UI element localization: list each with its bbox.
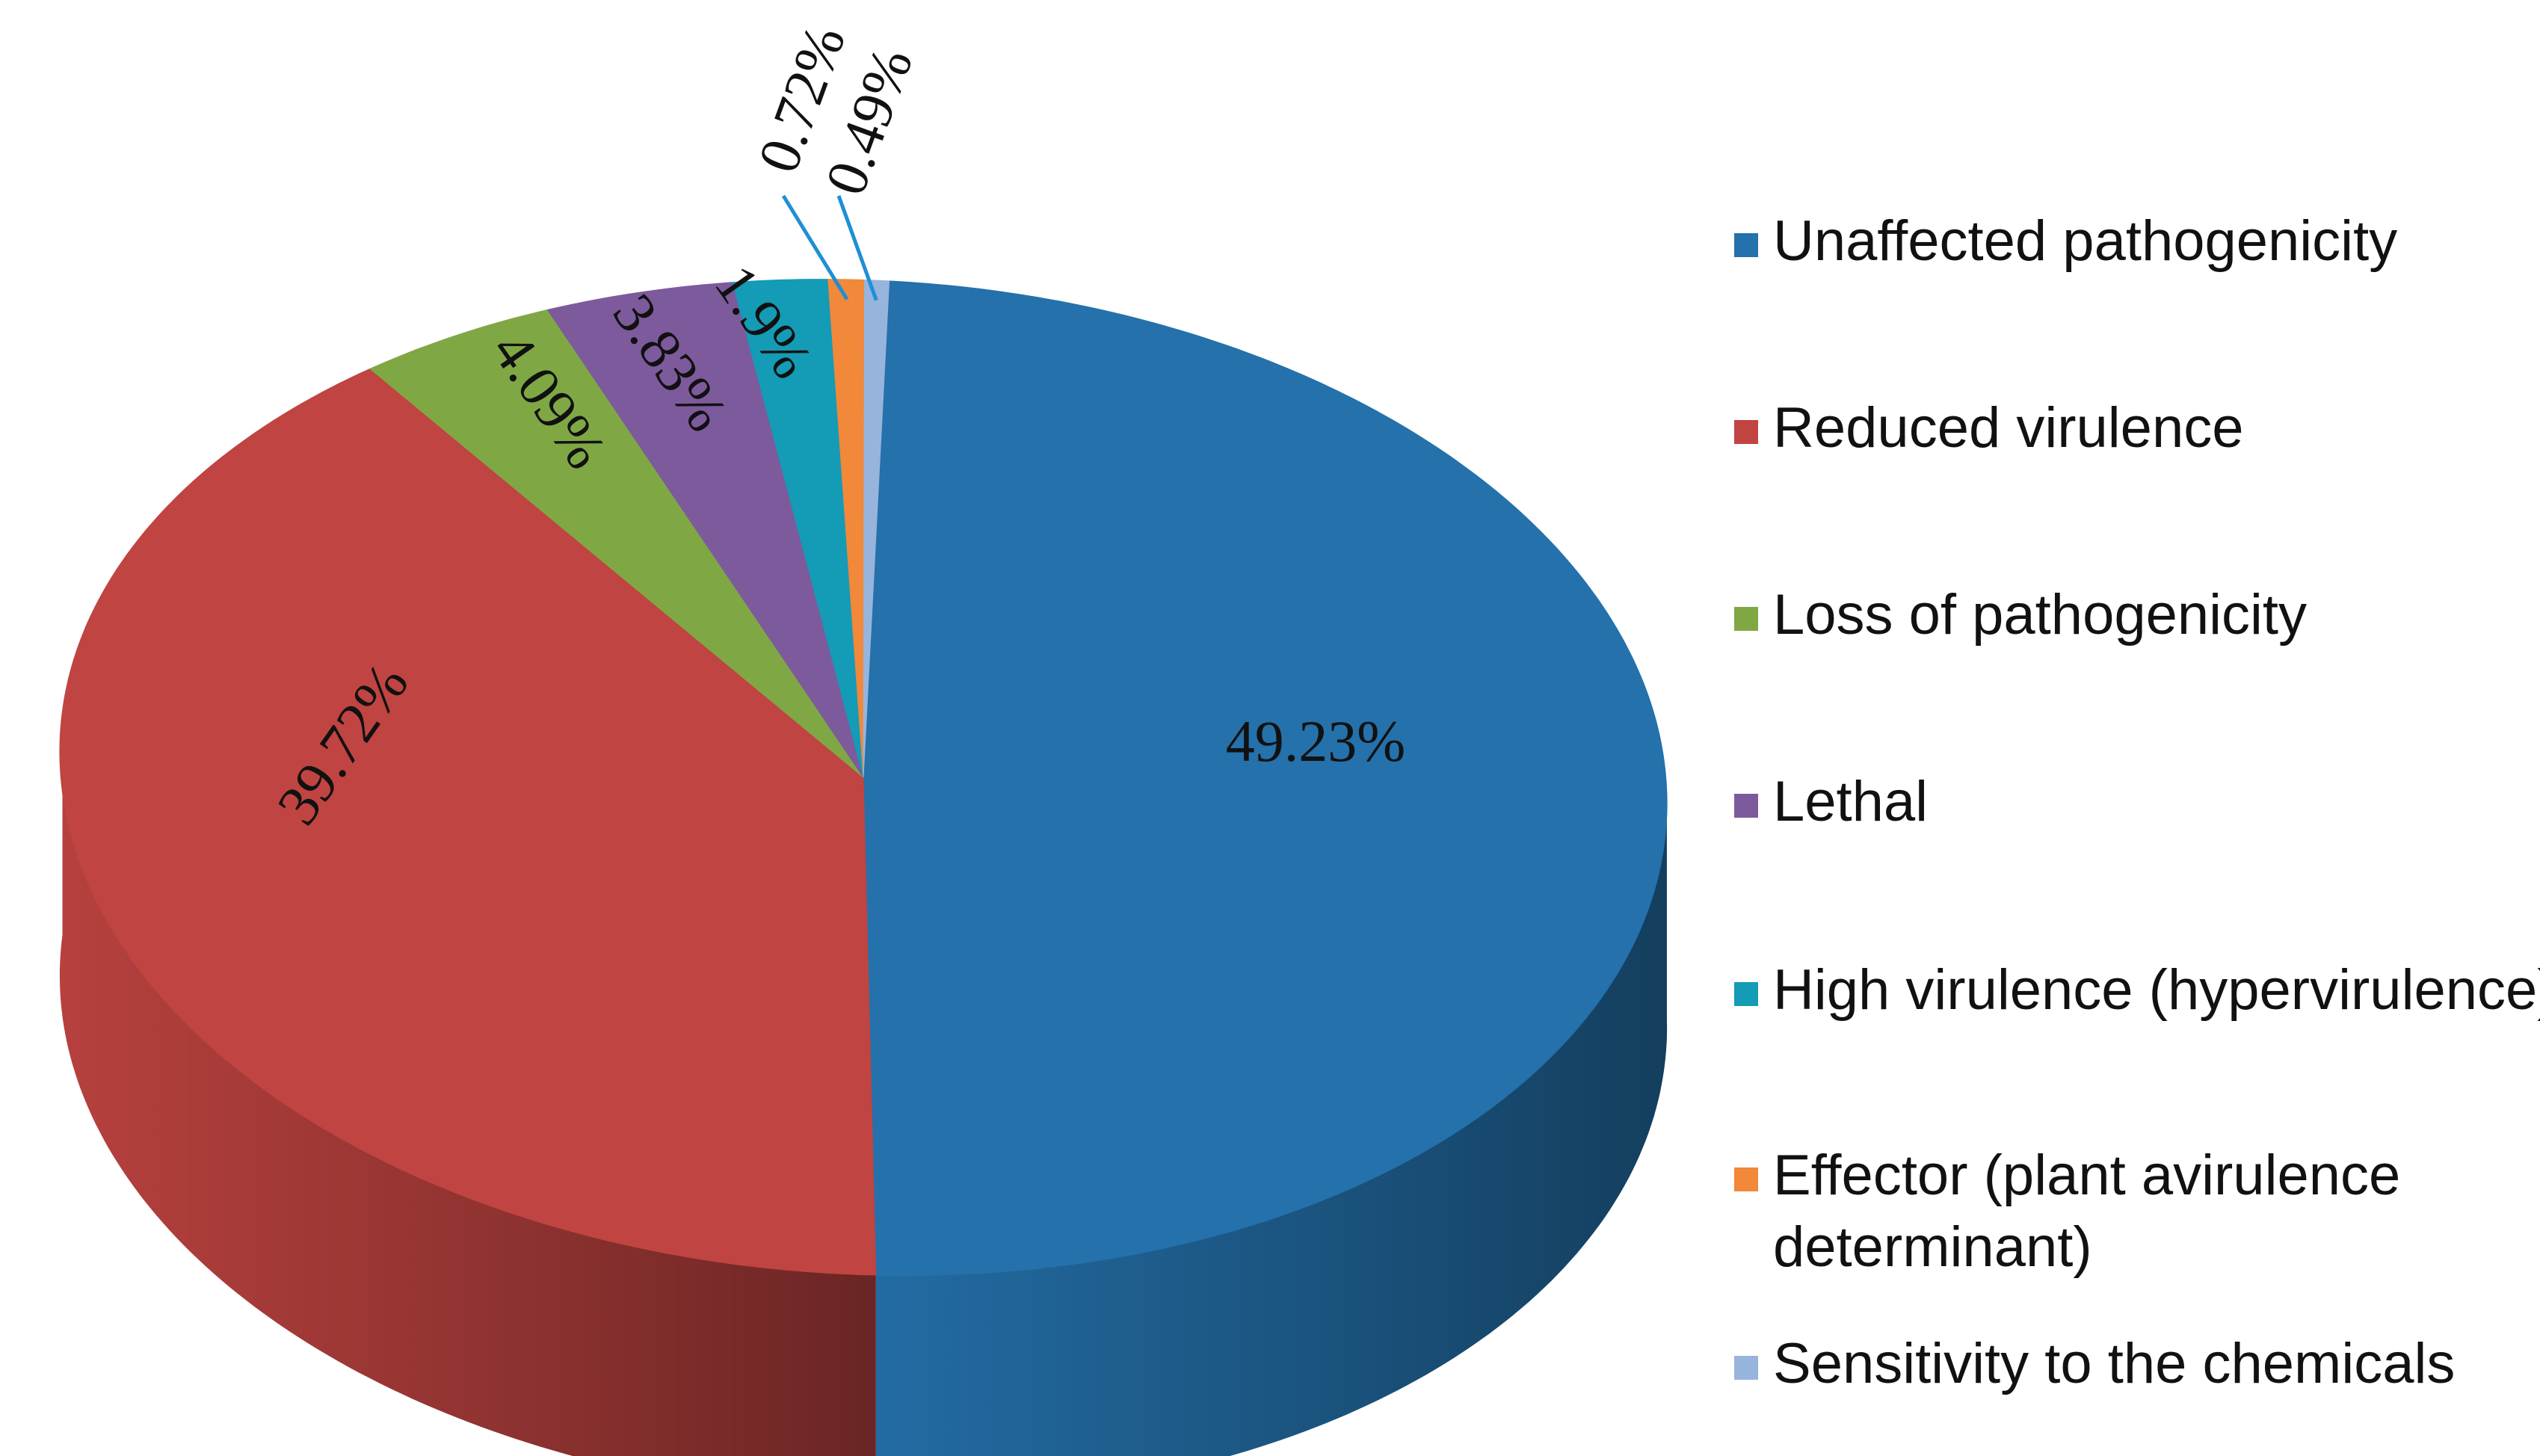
slice-label-0: 49.23%: [1226, 709, 1405, 774]
side-wall-shade-0: [875, 794, 1668, 1456]
legend-swatch-2: [1734, 607, 1758, 631]
side-wall-shade-1: [59, 711, 876, 1456]
slice-2: [369, 309, 864, 778]
leader-line-5: [781, 194, 849, 300]
slice-3: [546, 282, 864, 778]
legend-label-1: Reduced virulence: [1773, 396, 2244, 460]
pie-side-walls: [59, 711, 1668, 1456]
leader-line-6: [836, 195, 878, 301]
legend-label-2: Loss of pathogenicity: [1773, 583, 2307, 647]
legend-label-5: Effector (plant avirulence: [1773, 1144, 2400, 1207]
legend-swatch-0: [1734, 233, 1758, 257]
slice-4: [732, 279, 864, 778]
legend-swatch-6: [1734, 1356, 1758, 1380]
legend-swatch-3: [1734, 794, 1758, 818]
slice-5: [827, 279, 866, 778]
slice-0: [863, 280, 1668, 1277]
legend-label-0: Unaffected pathogenicity: [1773, 209, 2397, 273]
legend-swatch-4: [1734, 982, 1758, 1006]
slice-1: [59, 368, 877, 1276]
legend: Unaffected pathogenicity Reduced virulenc…: [1734, 209, 2540, 1395]
pie-top-slices: [59, 279, 1668, 1277]
leader-lines: [781, 194, 878, 301]
legend-swatch-5: [1734, 1167, 1758, 1191]
legend-label-4: High virulence (hypervirulence): [1773, 958, 2540, 1022]
legend-swatch-1: [1734, 420, 1758, 444]
legend-label-3: Lethal: [1773, 770, 1928, 833]
legend-label-6: Sensitivity to the chemicals: [1773, 1332, 2455, 1395]
legend-label-5-line1: determinant): [1773, 1215, 2092, 1279]
slice-6: [863, 279, 890, 778]
